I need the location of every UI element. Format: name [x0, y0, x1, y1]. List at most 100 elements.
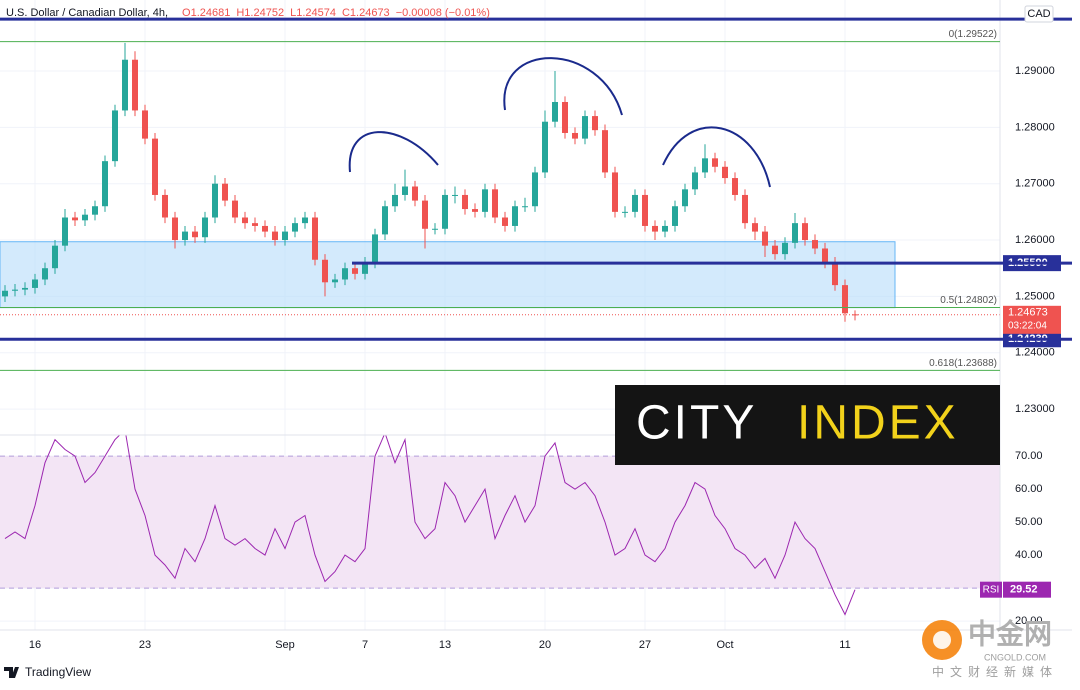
- candle-body: [12, 289, 18, 291]
- candle-body: [72, 217, 78, 221]
- fib-label: 0.618(1.23688): [929, 358, 997, 369]
- candle-body: [372, 234, 378, 263]
- candle-body: [832, 262, 838, 286]
- candle-body: [52, 245, 58, 269]
- axes: 1.23000 1.24000 1.25000 1.26000 1.27000 1.280…: [29, 65, 1061, 651]
- candle-body: [742, 194, 748, 224]
- footer-text: TradingView: [25, 665, 91, 679]
- candle-body: [282, 231, 288, 241]
- candle-body: [822, 248, 828, 263]
- candle-body: [362, 262, 368, 274]
- candle-body: [112, 110, 118, 162]
- ohlc-value: L1.24574: [290, 7, 336, 19]
- candle-body: [322, 259, 328, 283]
- x-tick-label: 11: [839, 639, 850, 651]
- candle-body: [472, 209, 478, 212]
- rsi-name-box: [980, 581, 1002, 598]
- logo: CITY INDEX: [615, 385, 1000, 465]
- candle-body: [222, 183, 228, 201]
- candle-body: [382, 206, 388, 235]
- x-tick-label: 13: [439, 639, 451, 651]
- candle-body: [262, 225, 268, 232]
- candle-body: [212, 183, 218, 218]
- candle-body: [352, 268, 358, 274]
- candle-body: [762, 231, 768, 246]
- candle-body: [442, 194, 448, 229]
- ohlc-value: O1.24681: [182, 7, 230, 19]
- candle-body: [82, 214, 88, 221]
- candle-body: [312, 217, 318, 260]
- candle-body: [102, 161, 108, 207]
- candle-body: [732, 178, 738, 195]
- y-tick-label: 1.25000: [1015, 290, 1055, 302]
- watermark-icon: [933, 631, 951, 649]
- candle-body: [572, 132, 578, 139]
- y-tick-label: 1.28000: [1015, 121, 1055, 133]
- watermark-site: CNGOLD.COM: [984, 652, 1046, 662]
- y-tick-label: 20.00: [1015, 615, 1043, 627]
- candle-body: [162, 194, 168, 218]
- candle-body: [692, 172, 698, 190]
- candle-body: [242, 217, 248, 224]
- candle-body: [462, 194, 468, 210]
- x-tick-label: 27: [639, 639, 651, 651]
- zone: [0, 241, 896, 309]
- logo-text: INDEX: [797, 397, 959, 450]
- watermark: 中金网 CNGOLD.COM 中文财经新媒体: [922, 617, 1052, 679]
- candle-body: [402, 186, 408, 195]
- fib-label: 0.5(1.24802): [940, 295, 997, 306]
- candle-body: [582, 116, 588, 139]
- candle-body: [2, 290, 8, 297]
- x-tick-label: Sep: [275, 639, 295, 651]
- x-tick-label: 20: [539, 639, 551, 651]
- candle-body: [292, 223, 298, 232]
- chart-title: U.S. Dollar / Canadian Dollar, 4h,: [6, 7, 168, 19]
- candle-body: [842, 285, 848, 314]
- countdown: 03:22:04: [1008, 320, 1047, 331]
- candle-body: [562, 101, 568, 133]
- candle-body: [652, 225, 658, 232]
- candle-body: [42, 268, 48, 280]
- candle-body: [532, 172, 538, 207]
- candle-body: [642, 194, 648, 226]
- candle-body: [302, 217, 308, 224]
- candle-body: [332, 279, 338, 283]
- head-arc: [503, 57, 623, 116]
- x-tick-label: 16: [29, 639, 41, 651]
- candle-body: [432, 228, 438, 230]
- candle-body: [232, 200, 238, 218]
- y-tick-label: 1.26000: [1015, 234, 1055, 246]
- candle-body: [542, 121, 548, 173]
- candle-body: [122, 59, 128, 111]
- candle-body: [512, 206, 518, 226]
- rsi-value-box: [1003, 581, 1051, 598]
- shoulder-arc: [662, 126, 771, 188]
- candle-body: [782, 242, 788, 255]
- rsi-pane: [0, 435, 1000, 616]
- candle-body: [502, 217, 508, 226]
- header: U.S. Dollar / Canadian Dollar, 4h, O1.24…: [6, 5, 1054, 23]
- candle-body: [722, 166, 728, 179]
- rsi-line: [4, 435, 856, 616]
- candle-body: [252, 223, 258, 226]
- candle-body: [592, 116, 598, 131]
- rsi-value: 29.52: [1010, 584, 1038, 596]
- candle-body: [272, 231, 278, 241]
- y-tick-label: 1.27000: [1015, 178, 1055, 190]
- candle-body: [392, 194, 398, 207]
- candle-body: [62, 217, 68, 246]
- y-tick-label: 70.00: [1015, 450, 1043, 462]
- candle-body: [202, 217, 208, 238]
- candle-body: [182, 231, 188, 241]
- watermark-title: 中金网: [968, 617, 1052, 649]
- candle-body: [92, 206, 98, 215]
- annotations: [348, 57, 771, 188]
- price-label-box: [1003, 305, 1061, 334]
- price-pane: [0, 42, 1000, 322]
- candle-body: [712, 158, 718, 167]
- rsi-name: RSI: [983, 584, 1000, 595]
- candle-body: [702, 158, 708, 173]
- y-tick-label: 1.23000: [1015, 403, 1055, 415]
- ohlc-header: O1.24681 H1.24752 L1.24574 C1.24673 −0.00008…: [182, 7, 490, 19]
